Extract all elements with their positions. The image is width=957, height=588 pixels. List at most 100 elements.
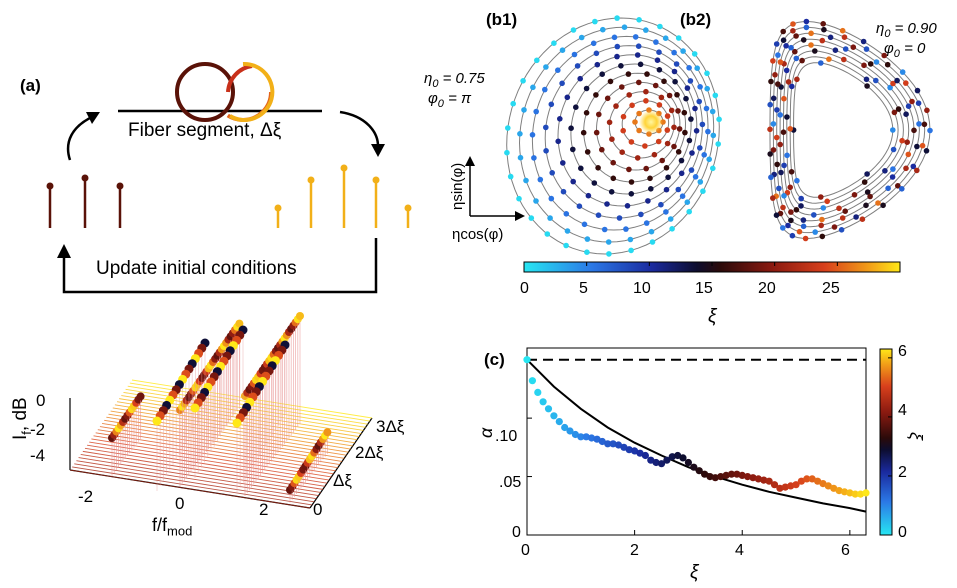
c-data-point [588,434,596,442]
trajectory-curve [595,81,681,171]
colorbar-b-tick-2: 10 [633,280,651,297]
trajectory-point [608,189,615,195]
waterfall-baseline-line [72,466,313,506]
trajectory-point [643,88,649,95]
trajectory-point [802,235,809,242]
trajectory-point [663,186,670,193]
trajectory-point [842,208,848,214]
trajectory-point [861,179,868,185]
trajectory-point [704,70,710,77]
trajectory-point [636,127,642,134]
trajectory-point [632,34,639,40]
trajectory-point [613,103,619,109]
arrow-head-right [371,144,385,157]
c-data-point [663,456,671,464]
curved-arrow-right [339,110,380,147]
colorbar-c-label: ξ [906,432,926,441]
trajectory-point [899,69,906,75]
trajectory-point [776,185,782,192]
trajectory-point [675,108,681,114]
trajectory-curve [544,45,703,219]
trajectory-point [510,100,516,107]
trajectory-point [808,42,814,48]
b2-phi-label: φ0 = 0 [884,40,926,60]
trajectory-point [619,149,625,155]
trajectory-point [584,236,591,242]
trajectory-point [616,215,623,221]
trajectory-point [607,78,614,85]
trajectory-point [591,180,598,186]
trajectory-point [664,140,671,147]
b-axis-y-label: ηsin(φ) [449,162,466,210]
trajectory-point [596,111,602,118]
trajectory-point [693,128,700,134]
trajectory-point [703,105,710,112]
trajectory-curve [779,38,915,222]
trajectory-point [578,165,584,172]
trajectory-point [531,155,537,161]
c-data-point [625,446,633,454]
trajectory-point [794,177,800,184]
trajectory-point [839,27,846,34]
trajectory-point [563,211,570,217]
trajectory-point [661,78,667,85]
trajectory-point [659,157,665,164]
trajectory-point [590,40,597,47]
trajectory-point [643,98,649,104]
c-data-point [582,433,590,441]
trajectory-point [787,126,793,132]
c-data-point [555,418,563,426]
trajectory-point [626,166,632,173]
trajectory-point [784,114,790,120]
trajectory-point [788,217,794,224]
trajectory-point [696,98,702,105]
waterfall-baseline-line [104,419,345,459]
trajectory-point [905,103,912,109]
c-data-point [857,490,865,498]
trajectory-point [684,199,691,205]
trajectory-point [884,61,891,68]
trajectory-point [788,44,794,51]
c-data-point [539,398,547,406]
trajectory-point [841,56,847,63]
trajectory-point [606,119,613,126]
c-data-point [711,474,719,482]
trajectory-point [649,239,656,245]
trajectory-point [706,156,712,163]
trajectory-point [620,113,627,120]
trajectory-point [669,226,675,232]
waterfall-dot [323,428,332,437]
trajectory-point [672,78,678,85]
fiber-loop-mid [226,64,253,93]
c-data-point [781,483,789,491]
trajectory-point [577,75,583,82]
trajectory-point [838,227,845,233]
trajectory-point [863,46,870,52]
c-data-point [754,475,763,483]
trajectory-point [568,125,574,131]
trajectory-point [592,18,598,25]
trajectory-point [618,63,624,69]
trajectory-point [923,148,930,154]
trajectory-point [643,220,650,226]
trajectory-point [790,28,796,34]
trajectory-point [887,84,893,91]
trajectory-point [775,81,781,87]
trajectory-point [578,34,585,41]
c-data-point [770,481,779,489]
c-ylabel: α [476,427,496,438]
c-ytick-2: .05 [499,474,522,491]
trajectory-point [593,129,600,136]
trajectory-point [636,79,642,86]
c-data-point [717,473,725,481]
trajectory-point [628,179,635,185]
trajectory-point [905,151,912,158]
trajectory-point [564,94,571,101]
c-ytick-1: .10 [495,428,518,445]
trajectory-point [610,175,617,182]
trajectory-point [768,78,774,85]
trajectory-point [601,226,608,233]
trajectory-point [663,209,669,215]
trajectory-point [700,188,706,194]
trajectory-point [595,212,602,218]
